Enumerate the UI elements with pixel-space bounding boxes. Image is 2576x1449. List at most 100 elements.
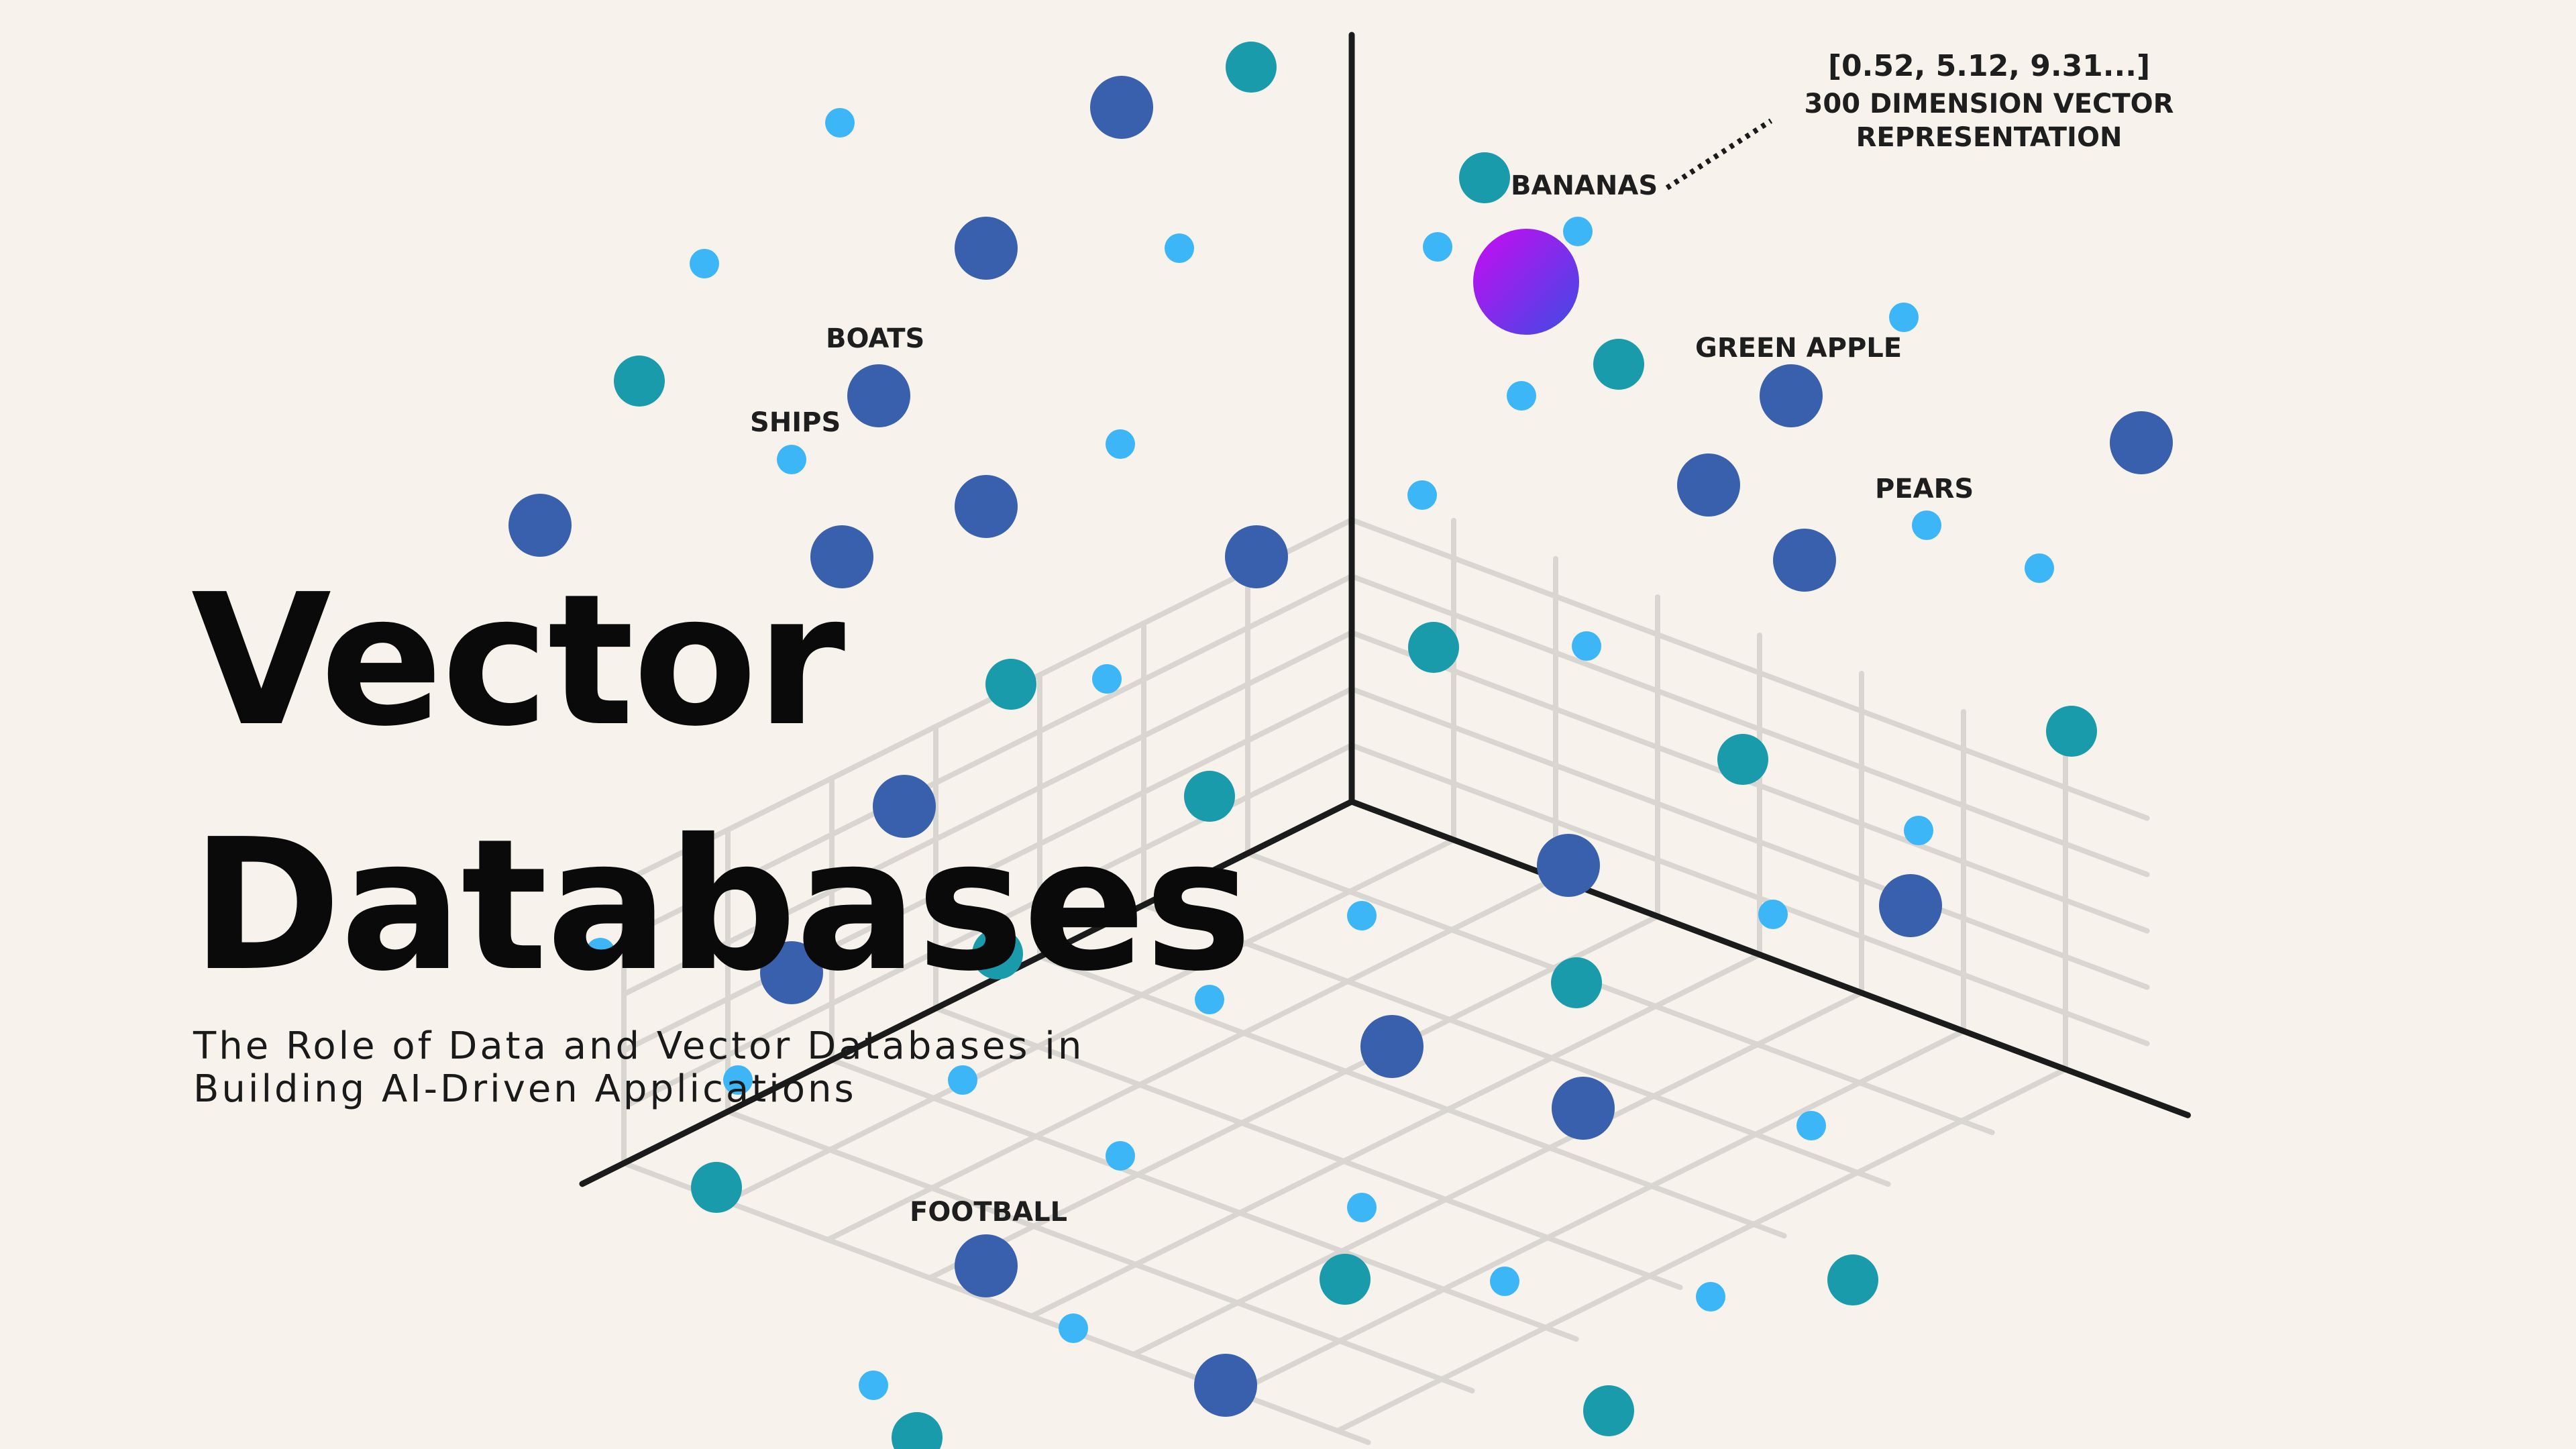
point-dark-blue-61: [2110, 411, 2173, 474]
point-dark-blue-16: [873, 775, 936, 838]
point-light-blue-33: [859, 1371, 888, 1400]
grid-line-10: [621, 574, 1354, 941]
point-teal-42: [1459, 152, 1510, 203]
point-light-blue-22: [1195, 985, 1224, 1014]
point-light-blue-8: [777, 445, 806, 474]
grid-line-36: [725, 1109, 1475, 1394]
point-dark-blue-38: [1552, 1077, 1615, 1140]
point-light-blue-52: [2025, 553, 2054, 583]
point-light-blue-26: [1106, 1141, 1135, 1171]
annotation-vector-values: [0.52, 5.12, 9.31...]: [1828, 49, 2150, 83]
label-pears: PEARS: [1875, 474, 1974, 504]
point-dark-blue-59: [1879, 874, 1942, 937]
label-green-apple: GREEN APPLE: [1695, 333, 1902, 364]
point-light-blue-54: [1572, 631, 1601, 661]
axis-right: [1348, 798, 2191, 1118]
label-ships: SHIPS: [750, 407, 841, 438]
point-labels: BANANAS GREEN APPLE PEARS BOATS SHIPS FO…: [750, 170, 1974, 1228]
point-light-blue-28: [1347, 1193, 1377, 1222]
point-teal-37: [1551, 957, 1602, 1008]
point-teal-6: [614, 356, 665, 407]
grid-line-22: [1349, 574, 2150, 877]
grid-line-35: [829, 1057, 1579, 1342]
point-dark-blue-29: [955, 1234, 1018, 1297]
point-dark-blue-12: [955, 475, 1018, 538]
point-light-blue-25: [948, 1065, 977, 1095]
point-light-blue-21: [586, 938, 615, 967]
point-light-blue-18: [1347, 901, 1377, 930]
vector-annotation: [0.52, 5.12, 9.31...] 300 DIMENSION VECT…: [1805, 49, 2174, 153]
point-light-blue-39: [1796, 1111, 1826, 1140]
point-teal-60: [2046, 706, 2097, 757]
point-light-blue-62: [1889, 303, 1919, 332]
point-dark-blue-48: [1677, 453, 1740, 517]
point-light-blue-40: [1696, 1282, 1725, 1311]
grid-line-11: [621, 517, 1354, 884]
point-dark-blue-7: [847, 364, 910, 427]
point-teal-36: [1583, 1385, 1634, 1436]
point-teal-20: [972, 928, 1023, 979]
point-dark-blue-1: [1090, 76, 1153, 139]
point-dark-blue-23: [1360, 1015, 1424, 1078]
point-teal-41: [1827, 1254, 1878, 1305]
grid-line-33: [1037, 954, 1787, 1239]
point-light-blue-3: [690, 249, 719, 278]
grid-line-30: [1335, 1067, 2068, 1434]
point-dark-blue-4: [955, 217, 1018, 280]
point-light-blue-31: [1490, 1267, 1519, 1296]
point-light-blue-44: [1423, 232, 1452, 262]
point-light-blue-5: [1165, 233, 1194, 263]
point-teal-35: [892, 1412, 943, 1449]
grid-line-27: [1029, 952, 1762, 1319]
point-light-blue-49: [1407, 480, 1437, 510]
point-dark-blue-11: [810, 525, 873, 588]
point-teal-14: [985, 659, 1036, 710]
data-points: [508, 42, 2173, 1449]
grid-line-32: [1141, 902, 1891, 1187]
point-light-blue-46: [1507, 381, 1536, 411]
grid-line-23: [1349, 517, 2150, 821]
grid-line-34: [933, 1006, 1683, 1291]
grid-line-29: [1233, 1028, 1966, 1395]
point-light-blue-51: [1912, 511, 1941, 540]
point-light-blue-56: [1904, 816, 1933, 845]
axes: [579, 32, 2191, 1187]
point-light-blue-9: [1106, 429, 1135, 459]
point-light-blue-43: [1563, 217, 1593, 246]
point-light-blue-24: [723, 1065, 753, 1095]
point-dark-blue-47: [1760, 364, 1823, 427]
label-boats: BOATS: [826, 323, 924, 354]
point-teal-30: [1320, 1254, 1371, 1305]
point-teal-27: [691, 1162, 742, 1213]
annotation-leader-line: [1665, 118, 1773, 191]
grid-line-20: [1349, 686, 2150, 990]
point-light-blue-32: [1059, 1313, 1088, 1343]
grid-line-19: [1349, 743, 2150, 1046]
label-football: FOOTBALL: [910, 1197, 1067, 1228]
point-light-blue-0: [825, 108, 855, 138]
point-highlighted-bananas: [1473, 229, 1579, 335]
point-teal-53: [1408, 622, 1459, 673]
point-dark-blue-50: [1773, 529, 1836, 592]
annotation-line-1: 300 DIMENSION VECTOR: [1805, 89, 2174, 119]
point-teal-45: [1593, 339, 1644, 390]
title-line-1: Vector: [191, 555, 845, 766]
subtitle: The Role of Data and Vector Databases in…: [193, 1025, 1084, 1111]
point-dark-blue-57: [1537, 834, 1600, 897]
axis-left: [579, 798, 1355, 1187]
subtitle-line-2: Building AI-Driven Applications: [193, 1067, 857, 1111]
grid-line-28: [1131, 990, 1864, 1357]
point-dark-blue-10: [508, 494, 572, 557]
grid-line-26: [927, 914, 1660, 1281]
grid-line-25: [825, 875, 1558, 1242]
grid-line-31: [1245, 851, 1995, 1136]
subtitle-line-1: The Role of Data and Vector Databases in: [193, 1024, 1085, 1068]
point-teal-55: [1717, 734, 1768, 785]
title-line-2: Databases: [191, 800, 1252, 1011]
grid-line-8: [621, 686, 1354, 1053]
label-bananas: BANANAS: [1511, 170, 1658, 201]
annotation-line-2: REPRESENTATION: [1856, 122, 2123, 153]
point-teal-17: [1184, 771, 1235, 822]
point-dark-blue-13: [1225, 525, 1288, 588]
point-dark-blue-19: [760, 941, 823, 1004]
